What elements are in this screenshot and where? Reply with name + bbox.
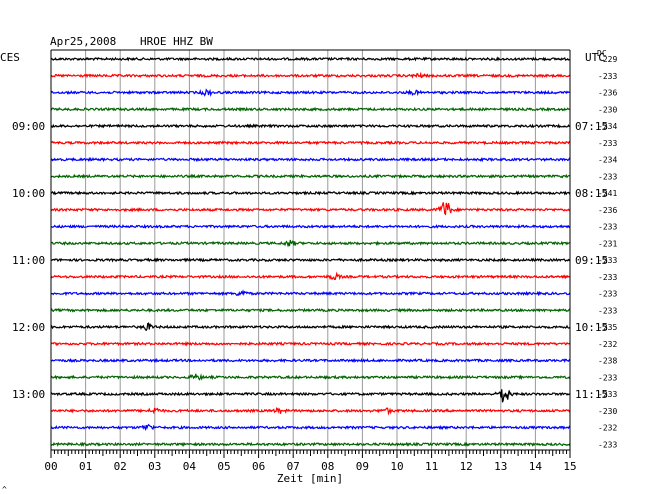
trace-7	[50, 173, 571, 180]
trace-6	[50, 156, 571, 163]
dc-offset-19: -233	[598, 373, 617, 382]
dc-offset-23: -233	[598, 440, 617, 449]
tick-label-12: 12	[460, 460, 473, 473]
trace-12	[50, 257, 571, 263]
tick-label-11: 11	[425, 460, 438, 473]
dc-offset-15: -233	[598, 306, 617, 315]
tick-label-15: 15	[563, 460, 576, 473]
trace-23	[50, 441, 571, 447]
trace-14	[50, 289, 571, 297]
left-time-label: 12:00	[12, 321, 45, 334]
trace-22	[50, 423, 571, 432]
dc-offset-13: -233	[598, 273, 617, 282]
x-axis-title: Zeit [min]	[277, 472, 343, 485]
trace-2	[50, 88, 571, 97]
corner-mark: ^	[2, 485, 7, 494]
right-timezone-label: UTC	[585, 51, 605, 64]
left-time-labels: 09:00 10:00 11:00 12:00 13:00	[12, 120, 45, 401]
dc-offset-7: -233	[598, 172, 617, 181]
dc-offset-16: -235	[598, 323, 617, 332]
dc-header-label: DC	[597, 49, 607, 58]
tick-label-13: 13	[494, 460, 507, 473]
trace-21	[50, 407, 571, 416]
dc-offset-6: -234	[598, 156, 617, 165]
tick-label-01: 01	[79, 460, 92, 473]
trace-13	[50, 271, 571, 281]
x-axis-tick-labels: 00 01 02 03 04 05 06 07 08 09 10 11 12 13 14 15	[44, 460, 576, 473]
tick-label-03: 03	[148, 460, 161, 473]
x-axis-ticks	[50, 450, 571, 458]
right-time-label: 10:15	[575, 321, 608, 334]
trace-16	[50, 322, 571, 332]
trace-11	[50, 239, 571, 248]
left-time-label: 13:00	[12, 388, 45, 401]
trace-18	[50, 357, 571, 364]
tick-label-00: 00	[44, 460, 57, 473]
dc-offset-11: -231	[598, 239, 617, 248]
dc-offset-12: -233	[598, 256, 617, 265]
dc-offset-21: -230	[598, 407, 617, 416]
dc-offset-22: -232	[598, 424, 617, 433]
dc-offset-10: -233	[598, 223, 617, 232]
dc-offset-5: -233	[598, 139, 617, 148]
right-time-label: 09:15	[575, 254, 608, 267]
left-time-label: 11:00	[12, 254, 45, 267]
tick-label-04: 04	[183, 460, 197, 473]
dc-offset-18: -238	[598, 357, 617, 366]
trace-0	[50, 56, 571, 62]
tick-label-08: 08	[321, 460, 334, 473]
dc-offset-9: -236	[598, 206, 617, 215]
tick-label-10: 10	[390, 460, 403, 473]
seismic-traces	[50, 56, 571, 447]
trace-19	[50, 373, 571, 381]
trace-1	[50, 71, 571, 79]
dc-offset-3: -230	[598, 105, 617, 114]
left-time-label: 10:00	[12, 187, 45, 200]
minute-gridlines	[50, 50, 571, 450]
dc-offset-1: -233	[598, 72, 617, 81]
right-time-label: 08:15	[575, 187, 608, 200]
tick-label-06: 06	[252, 460, 265, 473]
dc-offset-0: -229	[598, 55, 617, 64]
dc-offset-20: -233	[598, 390, 617, 399]
trace-4	[50, 123, 571, 129]
dc-offset-4: -234	[598, 122, 617, 131]
tick-label-02: 02	[114, 460, 127, 473]
tick-label-07: 07	[287, 460, 300, 473]
dc-offset-8: -241	[598, 189, 617, 198]
tick-label-09: 09	[356, 460, 369, 473]
dc-offset-17: -232	[598, 340, 617, 349]
tick-label-05: 05	[217, 460, 230, 473]
right-time-labels: 07:15 08:15 09:15 10:15 11:15	[575, 120, 608, 401]
trace-3	[50, 106, 571, 113]
right-time-label: 11:15	[575, 388, 608, 401]
date-label: Apr25,2008	[50, 35, 116, 48]
dc-offset-14: -233	[598, 290, 617, 299]
trace-9	[50, 202, 571, 216]
tick-label-14: 14	[529, 460, 543, 473]
dc-offset-2: -236	[598, 89, 617, 98]
right-time-label: 07:15	[575, 120, 608, 133]
trace-17	[50, 340, 571, 347]
left-timezone-label: CES	[0, 51, 20, 64]
trace-5	[50, 140, 571, 146]
station-label: HROE HHZ BW	[140, 35, 213, 48]
trace-20	[50, 389, 571, 403]
trace-10	[50, 223, 571, 230]
trace-8	[50, 190, 571, 196]
dc-offset-labels: -229 -233 -236 -230 -234 -233 -234 -233 -241 -236…	[598, 55, 617, 449]
left-time-label: 09:00	[12, 120, 45, 133]
trace-15	[50, 307, 571, 313]
